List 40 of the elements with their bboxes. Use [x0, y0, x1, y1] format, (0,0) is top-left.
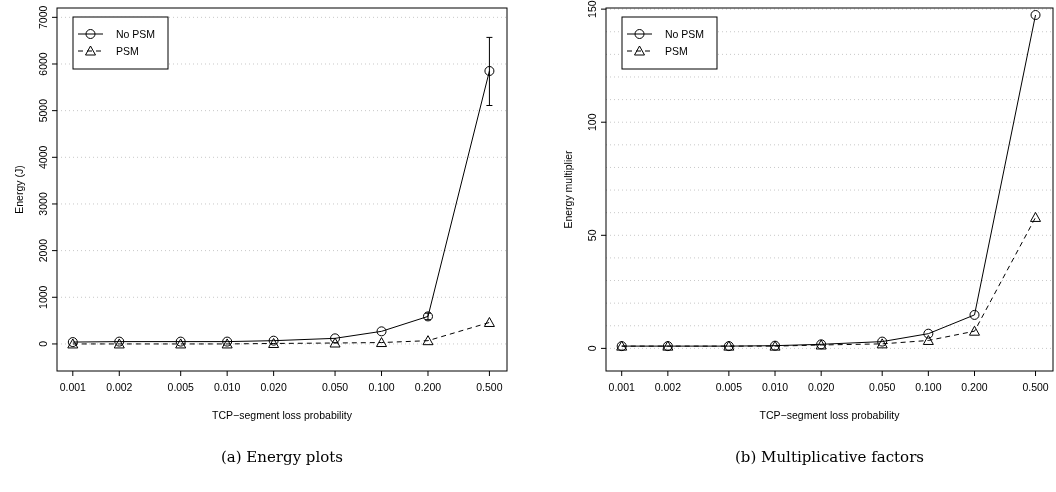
y-tick-label: 3000 — [37, 192, 49, 216]
y-tick-label: 150 — [586, 0, 598, 18]
x-tick-label: 0.020 — [260, 381, 287, 393]
legend-label: No PSM — [665, 28, 705, 40]
text: (b) Multiplicative factors — [734, 448, 925, 466]
y-tick-label: 4000 — [37, 145, 49, 169]
x-tick-label: 0.200 — [414, 381, 442, 393]
y-tick-label: 0 — [586, 345, 598, 352]
x-tick-label: 0.100 — [368, 381, 395, 393]
legend-label: PSM — [665, 45, 688, 57]
y-axis-title: Energy multiplier — [562, 149, 574, 229]
legend-label: No PSM — [116, 28, 156, 40]
y-tick-label: 5000 — [37, 98, 49, 123]
x-axis-title: TCP−segment loss probability — [759, 409, 901, 421]
x-tick-label: 0.050 — [869, 381, 896, 393]
x-tick-label: 0.002 — [106, 381, 133, 393]
y-tick-label: 2000 — [37, 238, 49, 263]
y-axis-title: Energy (J) — [13, 165, 25, 214]
y-tick-label: 0 — [37, 340, 49, 347]
x-tick-label: 0.500 — [1022, 381, 1049, 393]
y-tick-label: 6000 — [37, 52, 49, 76]
x-tick-label: 0.001 — [608, 381, 635, 393]
x-tick-label: 0.100 — [915, 381, 942, 393]
x-tick-label: 0.005 — [167, 381, 194, 393]
x-tick-label: 0.001 — [59, 381, 87, 393]
x-tick-label: 0.010 — [761, 381, 789, 393]
x-tick-label: 0.500 — [476, 381, 503, 393]
x-tick-label: 0.050 — [321, 381, 349, 393]
text: (a) Energy plots — [220, 448, 344, 466]
x-tick-label: 0.010 — [214, 381, 241, 393]
y-tick-label: 7000 — [37, 5, 49, 30]
x-axis-title: TCP−segment loss probability — [212, 409, 353, 421]
x-tick-label: 0.002 — [654, 381, 682, 393]
y-tick-label: 1000 — [37, 285, 49, 309]
y-tick-label: 100 — [586, 113, 598, 131]
y-tick-label: 50 — [586, 229, 598, 242]
x-tick-label: 0.020 — [808, 381, 835, 393]
legend-label: PSM — [116, 45, 139, 57]
x-tick-label: 0.200 — [961, 381, 988, 393]
x-tick-label: 0.005 — [715, 381, 743, 393]
